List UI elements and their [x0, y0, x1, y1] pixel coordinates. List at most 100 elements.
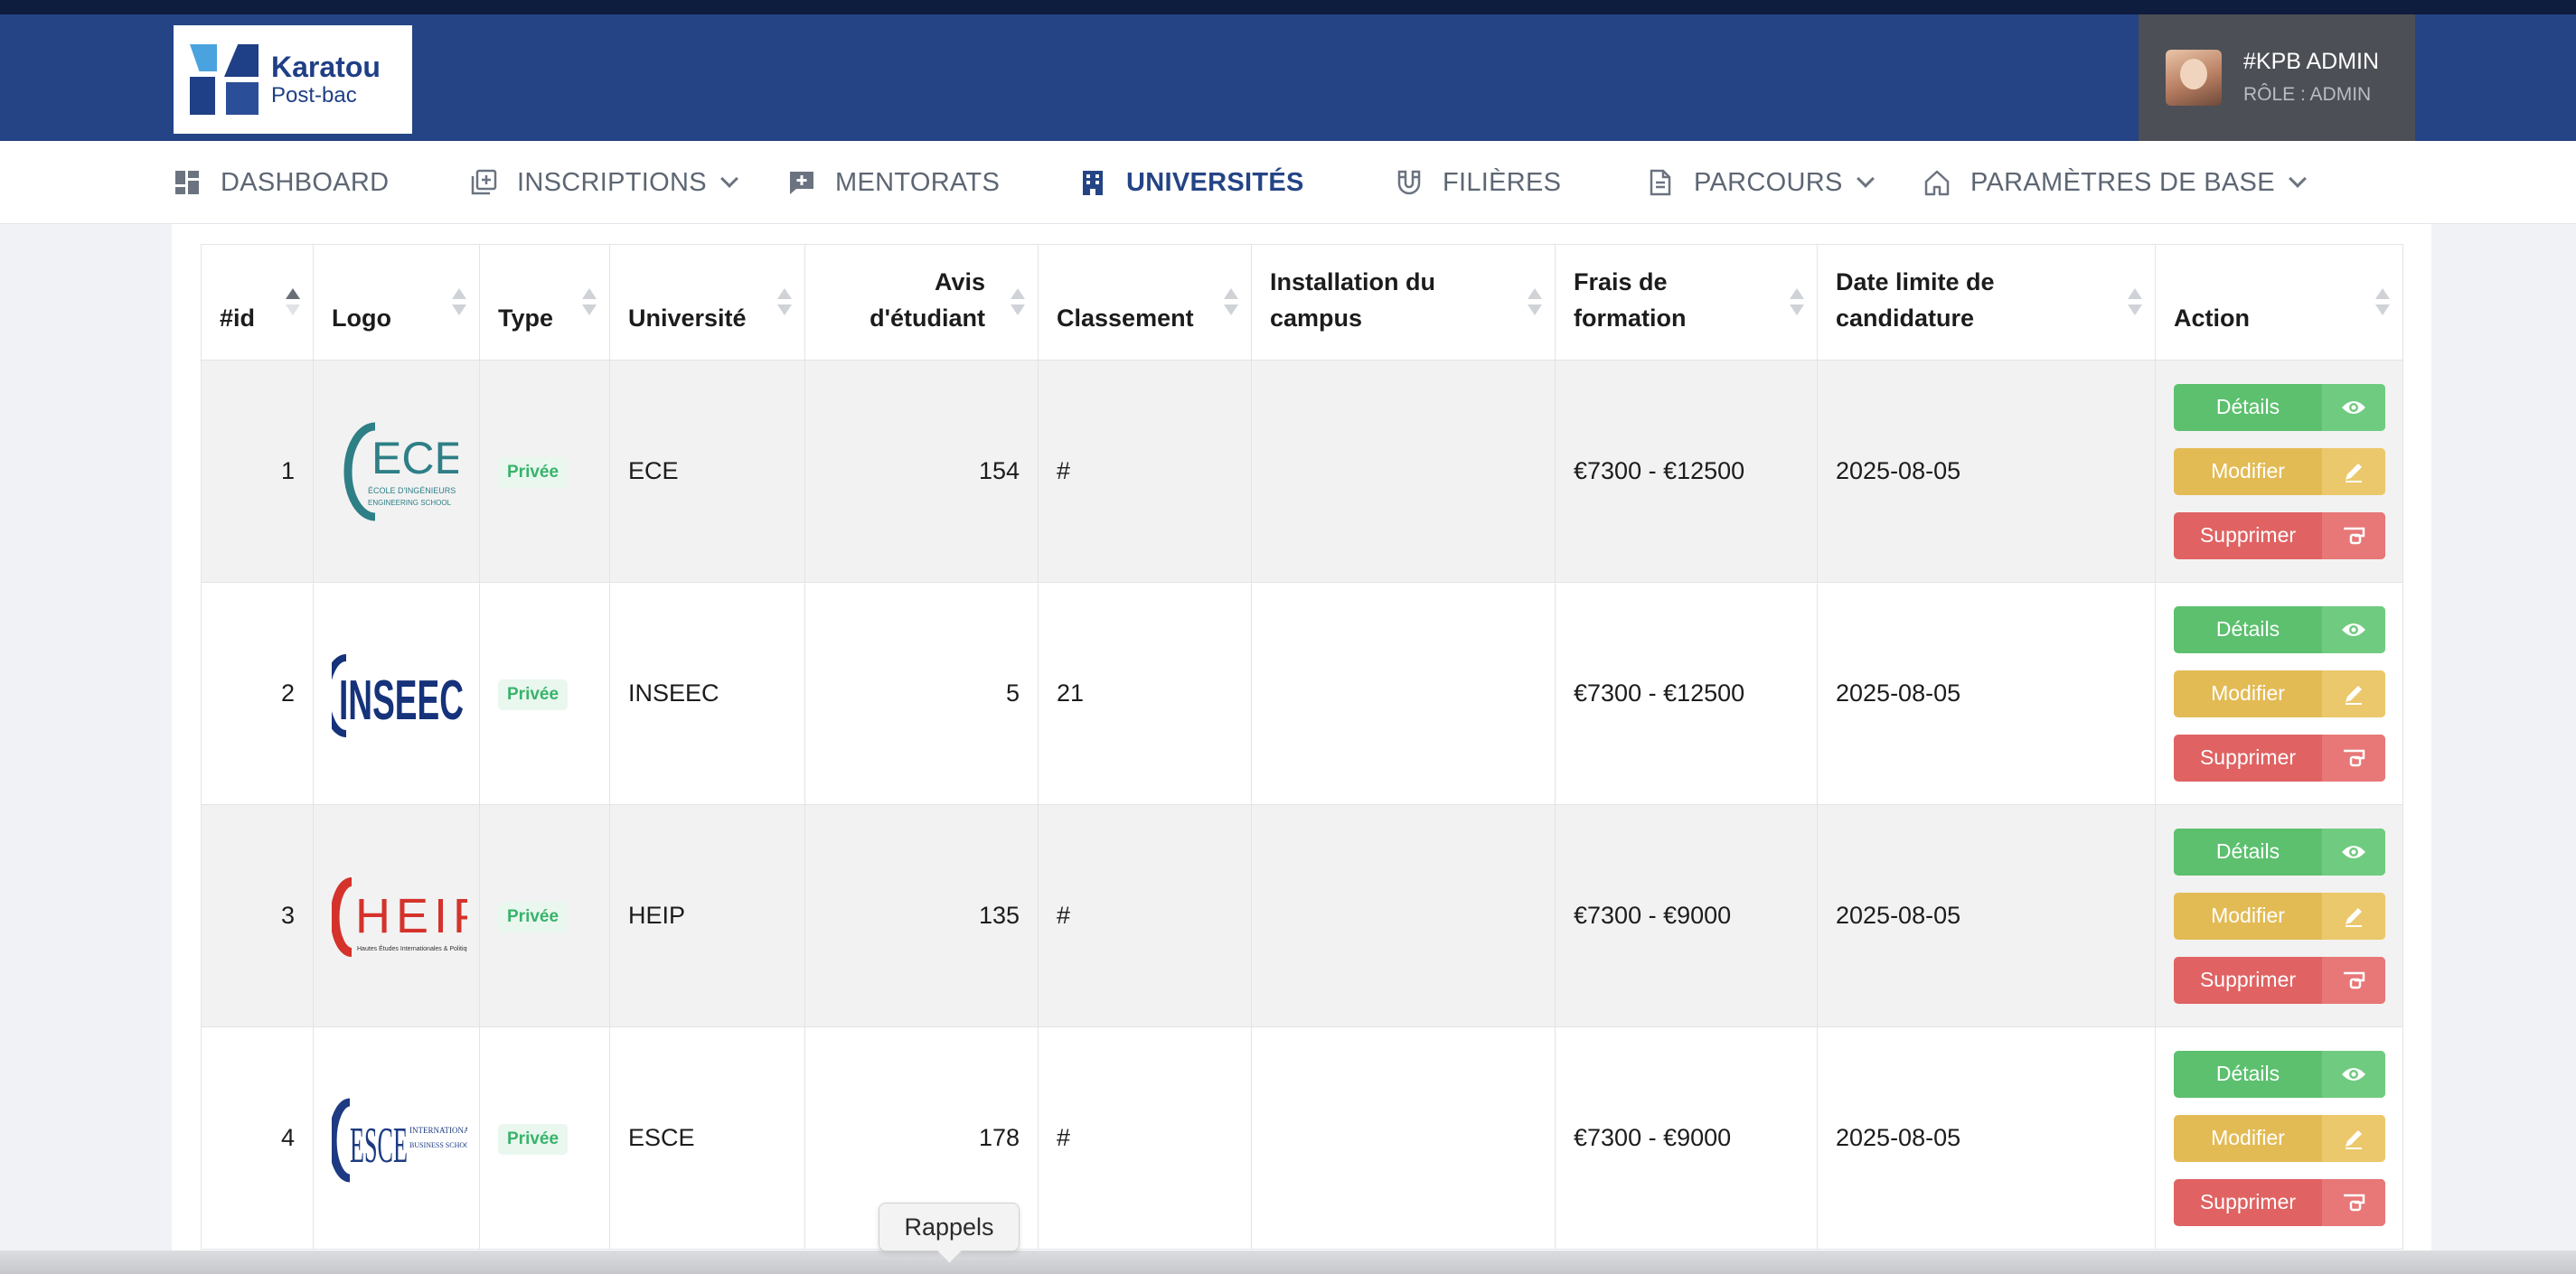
dock-shadow [0, 1251, 2576, 1274]
nav-universites[interactable]: UNIVERSITÉS [1079, 141, 1304, 224]
cell-logo: HEIP Hautes Études Internationales & Pol… [313, 804, 480, 1027]
col-logo[interactable]: Logo [313, 244, 480, 361]
nav-dashboard[interactable]: DASHBOARD [174, 141, 389, 224]
dashboard-icon [174, 169, 201, 196]
cell-classement: # [1038, 804, 1252, 1027]
col-frais[interactable]: Frais de formation [1555, 244, 1818, 361]
delete-icon [2322, 511, 2385, 559]
content-card: #id Logo Type Université Avis d'étudiant … [172, 224, 2431, 1274]
col-classement[interactable]: Classement [1038, 244, 1252, 361]
col-universite[interactable]: Université [609, 244, 805, 361]
cell-classement: # [1038, 1026, 1252, 1250]
cell-id: 2 [201, 582, 314, 805]
details-button[interactable]: Détails [2174, 383, 2385, 431]
brand-logo[interactable]: Karatou Post-bac [174, 25, 412, 134]
col-date[interactable]: Date limite de candidature [1817, 244, 2156, 361]
cell-installation [1251, 804, 1556, 1027]
svg-text:ESCE: ESCE [350, 1118, 408, 1174]
chevron-down-icon [2288, 170, 2307, 188]
details-button[interactable]: Détails [2174, 828, 2385, 876]
nav-parcours-label: PARCOURS [1694, 167, 1843, 197]
table-row: 3 HEIP Hautes Études Internationales & P… [201, 804, 2403, 1027]
col-action[interactable]: Action [2155, 244, 2403, 361]
status-badge: Privée [498, 456, 569, 488]
svg-text:INSEEC: INSEEC [339, 670, 464, 732]
details-button[interactable]: Détails [2174, 1050, 2385, 1098]
nav-mentorats[interactable]: MENTORATS [788, 141, 1000, 224]
status-badge: Privée [498, 901, 569, 932]
details-button[interactable]: Détails [2174, 605, 2385, 653]
nav-mentorats-label: MENTORATS [835, 167, 1001, 197]
brand-subtitle: Post-bac [271, 83, 357, 108]
delete-icon [2322, 734, 2385, 782]
cell-installation [1251, 1026, 1556, 1250]
cell-frais: €7300 - €12500 [1555, 582, 1818, 805]
status-badge: Privée [498, 679, 569, 710]
cell-avis: 5 [804, 582, 1039, 805]
modifier-button[interactable]: Modifier [2174, 670, 2385, 717]
add-copy-icon [470, 169, 497, 196]
cell-type: Privée [479, 804, 610, 1027]
document-icon [1647, 169, 1674, 196]
cell-id: 1 [201, 360, 314, 583]
nav-parametres[interactable]: PARAMÈTRES DE BASE [1923, 141, 2307, 224]
sort-icon [1790, 287, 1804, 317]
cell-date: 2025-08-05 [1817, 804, 2156, 1027]
modifier-button[interactable]: Modifier [2174, 892, 2385, 940]
sort-icon [452, 287, 466, 317]
col-avis[interactable]: Avis d'étudiant [804, 244, 1039, 361]
nav-dashboard-label: DASHBOARD [221, 167, 390, 197]
col-installation[interactable]: Installation du campus [1251, 244, 1556, 361]
nav-universites-label: UNIVERSITÉS [1126, 167, 1304, 197]
cell-universite: ESCE [609, 1026, 805, 1250]
pencil-icon [2322, 670, 2385, 717]
col-type[interactable]: Type [479, 244, 610, 361]
cell-classement: 21 [1038, 582, 1252, 805]
modifier-button[interactable]: Modifier [2174, 1114, 2385, 1162]
eye-icon [2322, 828, 2385, 876]
nav-inscriptions-label: INSCRIPTIONS [517, 167, 707, 197]
nav-filieres[interactable]: FILIÈRES [1396, 141, 1561, 224]
modifier-button[interactable]: Modifier [2174, 447, 2385, 495]
cell-actions: Détails Modifier Supprimer [2155, 360, 2403, 583]
cell-avis: 154 [804, 360, 1039, 583]
user-menu[interactable]: #KPB ADMIN RÔLE : ADMIN [2139, 14, 2415, 141]
pencil-icon [2322, 1114, 2385, 1162]
svg-text:BUSINESS SCHOOL: BUSINESS SCHOOL [409, 1141, 467, 1149]
tooltip-rappels: Rappels [879, 1203, 1020, 1251]
cell-id: 4 [201, 1026, 314, 1250]
cell-type: Privée [479, 360, 610, 583]
user-name: #KPB ADMIN [2243, 49, 2380, 74]
cell-type: Privée [479, 1026, 610, 1250]
svg-text:ÉCOLE D'INGÉNIEURS: ÉCOLE D'INGÉNIEURS [368, 486, 456, 495]
cell-logo: ECE ÉCOLE D'INGÉNIEURS ENGINEERING SCHOO… [313, 360, 480, 583]
eye-icon [2322, 383, 2385, 431]
universities-table: #id Logo Type Université Avis d'étudiant … [201, 244, 2403, 1250]
svg-text:ECE: ECE [371, 433, 458, 483]
delete-icon [2322, 1178, 2385, 1226]
brand-name: Karatou [271, 51, 381, 83]
supprimer-button[interactable]: Supprimer [2174, 956, 2385, 1004]
supprimer-button[interactable]: Supprimer [2174, 734, 2385, 782]
svg-text:INTERNATIONAL: INTERNATIONAL [409, 1126, 467, 1135]
cell-id: 3 [201, 804, 314, 1027]
sort-icon [1224, 287, 1238, 317]
sort-icon [2128, 287, 2142, 317]
magnet-icon [1396, 169, 1423, 196]
home-icon [1923, 169, 1951, 196]
main-nav: DASHBOARD INSCRIPTIONS MENTORATS UNIVERS… [0, 141, 2576, 224]
chevron-down-icon [719, 170, 738, 188]
nav-inscriptions[interactable]: INSCRIPTIONS [470, 141, 738, 224]
table-row: 4 ESCE INTERNATIONAL BUSINESS SCHOOL Pri… [201, 1026, 2403, 1250]
status-badge: Privée [498, 1123, 569, 1155]
sort-icon [777, 287, 792, 317]
cell-frais: €7300 - €12500 [1555, 360, 1818, 583]
pencil-icon [2322, 447, 2385, 495]
cell-frais: €7300 - €9000 [1555, 804, 1818, 1027]
nav-parcours[interactable]: PARCOURS [1647, 141, 1875, 224]
table-row: 2 INSEEC Privée INSEEC 5 21 €7300 - €125… [201, 582, 2403, 805]
supprimer-button[interactable]: Supprimer [2174, 1178, 2385, 1226]
col-id[interactable]: #id [201, 244, 314, 361]
cell-type: Privée [479, 582, 610, 805]
supprimer-button[interactable]: Supprimer [2174, 511, 2385, 559]
